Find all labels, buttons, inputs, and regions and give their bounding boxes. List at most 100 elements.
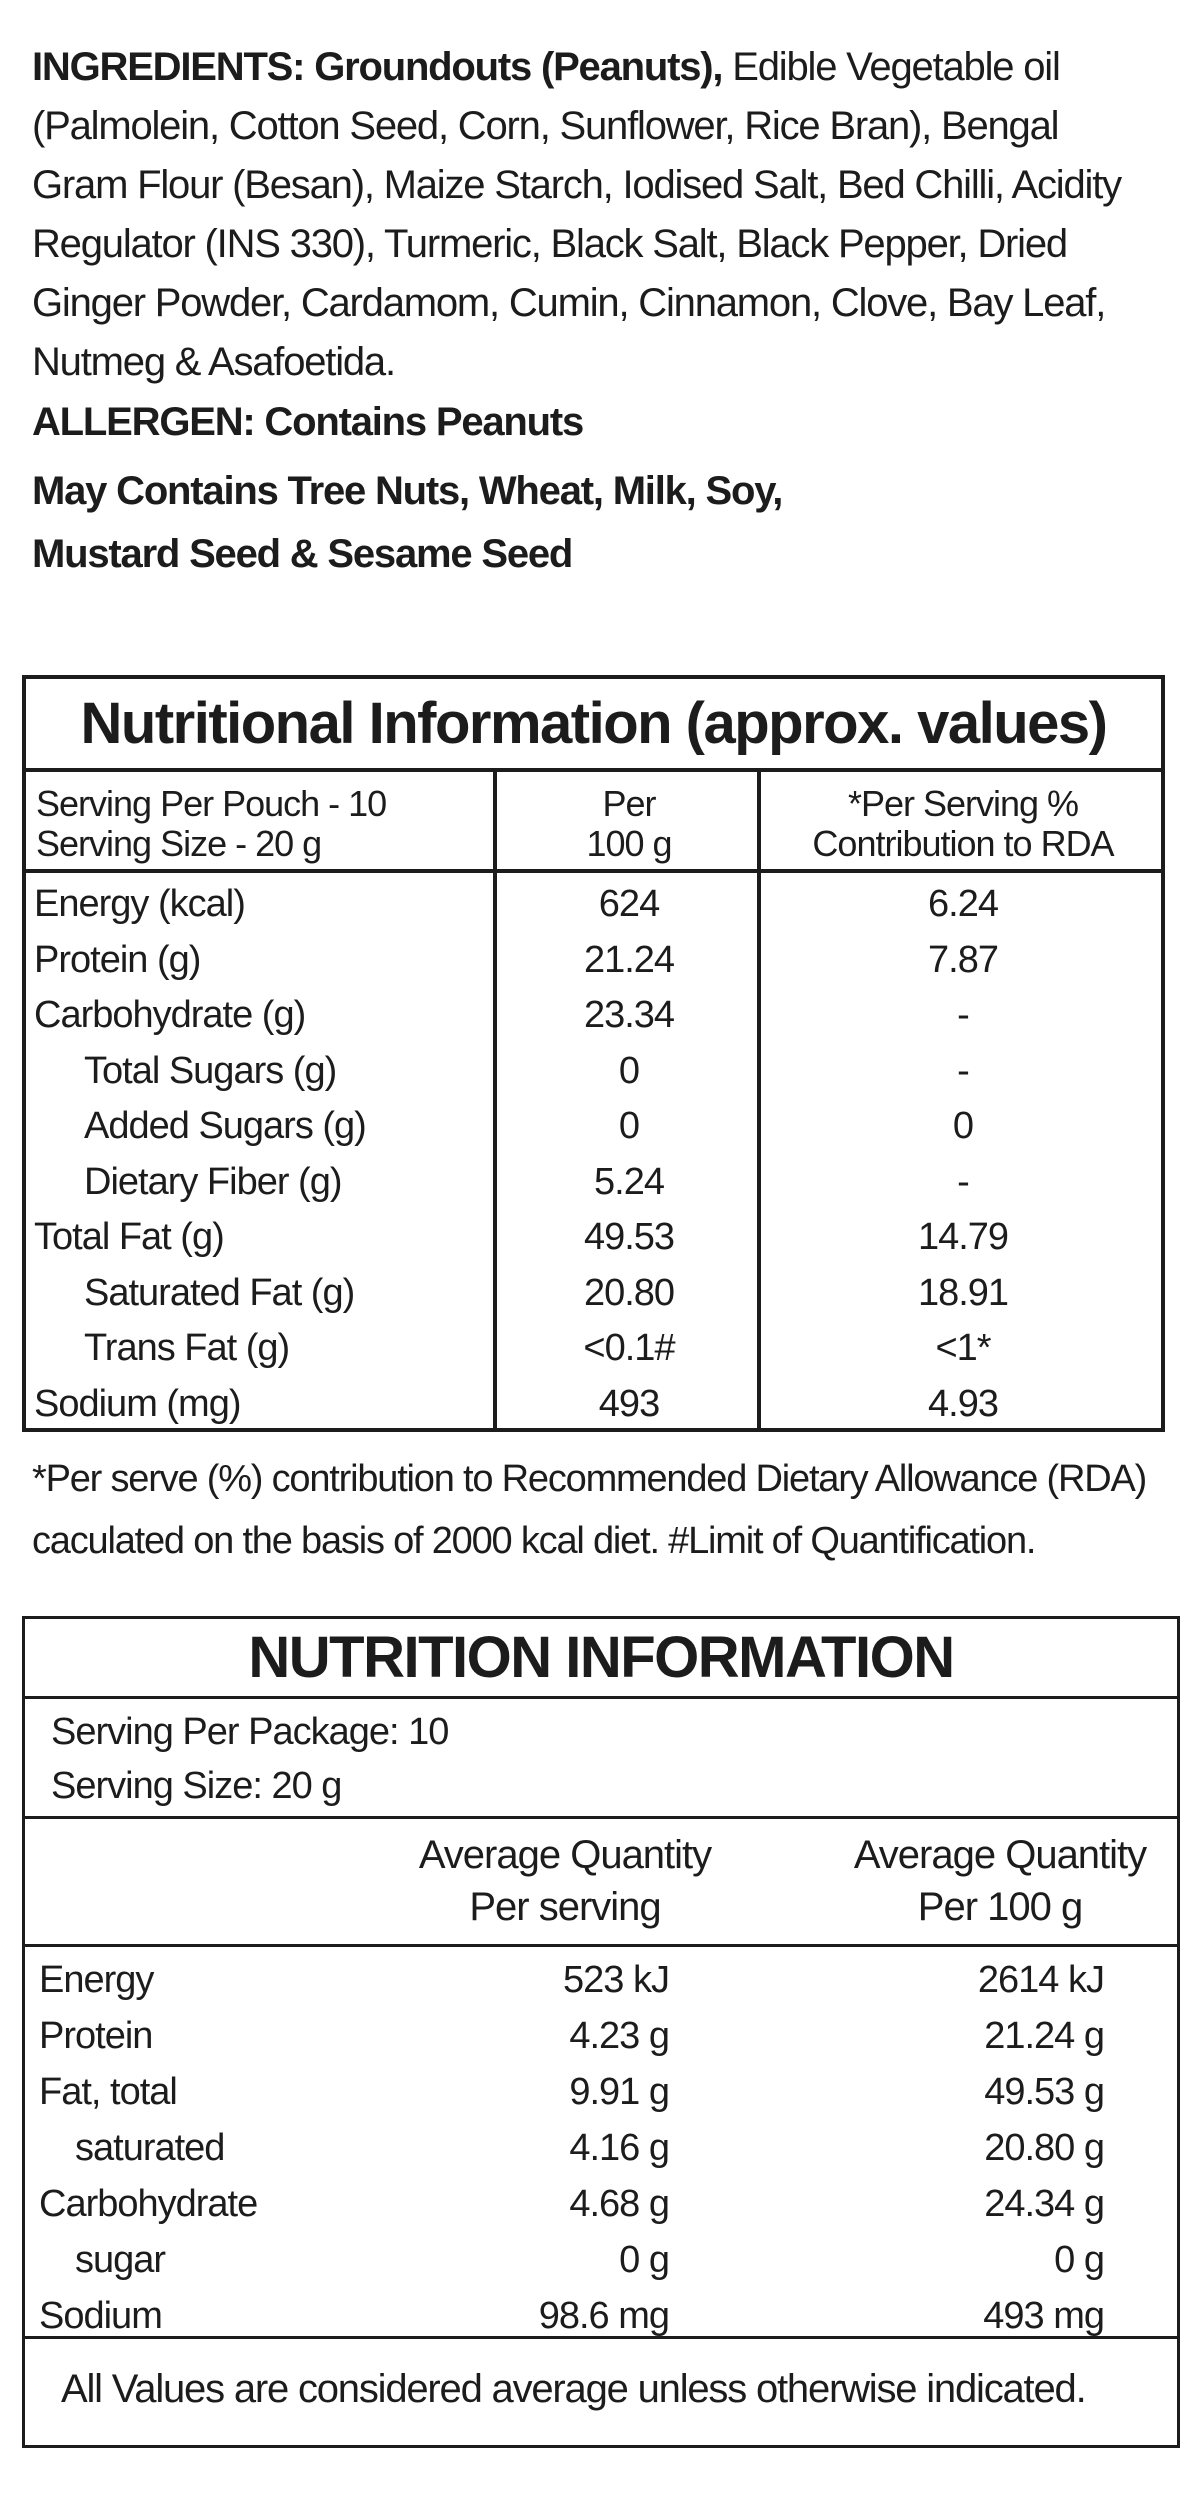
header-cell: Average Quantity Per 100 g [825,1829,1175,1933]
header-line: *Per Serving % [847,783,1079,824]
rda-value: 14.79 [917,1216,1009,1258]
nutrient-name: Energy [39,1959,154,2001]
nutrient-name: Fat, total [39,2071,178,2113]
table-row: Fat, total 9.91 g 49.53 g [25,2064,1177,2120]
per-100g-value: 2614 kJ [977,1959,1105,2001]
rda-value: - [957,1160,970,1203]
ingredients-label: INGREDIENTS: Groundouts (Peanuts), [32,45,724,89]
per-100g-value: 5.24 [594,1160,665,1203]
table-row: Protein 4.23 g 21.24 g [25,2008,1177,2064]
per-serving-value: 0 g [619,2239,670,2281]
per-serving-value: 9.91 g [569,2071,670,2113]
table-header: Average Quantity Per serving Average Quan… [25,1819,1177,1947]
rda-value: 0 [952,1105,974,1147]
table-footer: All Values are considered average unless… [25,2336,1177,2445]
per-serving-value: 4.68 g [569,2183,670,2225]
header-line: 100 g [586,823,672,864]
ingredients-text: Edible Vegetable oil (Palmolein, Cotton … [32,45,1122,384]
nutrient-name: sugar [75,2239,166,2281]
header-line: Serving Size - 20 g [36,823,322,864]
may-contain: Mustard Seed & Sesame Seed [32,532,573,576]
per-100g-value: 0 g [1054,2239,1105,2281]
nutrient-name: Saturated Fat (g) [84,1271,355,1314]
per-100g-value: 493 mg [983,2295,1105,2337]
footnote: *Per serve (%) contribution to Recommend… [32,1458,1147,1562]
table-row: Added Sugars (g) 0 0 [26,1098,1161,1154]
allergen: ALLERGEN: Contains Peanuts [32,400,584,444]
per-100g-value: 0 [618,1105,640,1147]
nutrient-name: Dietary Fiber (g) [84,1160,342,1203]
nutrient-name: Energy (kcal) [34,883,246,925]
column-rule [493,772,497,1428]
header-cell: Per 100 g [497,784,761,864]
header-line: Serving Per Pouch - 10 [36,783,387,824]
table-row: Trans Fat (g) <0.1# <1* [26,1320,1161,1376]
rda-value: 4.93 [928,1382,999,1425]
per-100g-value: <0.1# [583,1327,675,1369]
per-100g-value: 21.24 g [984,2015,1105,2057]
per-100g-value: 49.53 [583,1216,675,1258]
table-row: Protein (g) 21.24 7.87 [26,932,1161,988]
table-row: Energy 523 kJ 2614 kJ [25,1952,1177,2008]
per-serving-value: 98.6 mg [538,2295,670,2337]
nutrient-name: Carbohydrate (g) [34,994,306,1036]
header-cell: Average Quantity Per serving [395,1829,735,1933]
nutrient-name: Protein (g) [34,938,201,981]
header-line: Average Quantity [418,1833,712,1877]
per-100g-value: 23.34 [583,994,675,1036]
table-row: saturated 4.16 g 20.80 g [25,2120,1177,2176]
ingredients: INGREDIENTS: Groundouts (Peanuts), Edibl… [32,38,1162,392]
per-100g-value: 21.24 [583,938,675,981]
header-line: Contribution to RDA [812,823,1114,864]
nutrient-name: Total Fat (g) [34,1216,225,1258]
column-rule [757,772,761,1428]
rda-value: 18.91 [917,1271,1009,1314]
table-row: Carbohydrate (g) 23.34 - [26,987,1161,1043]
nutrient-name: Total Sugars (g) [84,1049,337,1092]
header-line: Average Quantity [853,1833,1147,1877]
rda-value: 7.87 [928,938,999,981]
per-serving-value: 4.16 g [569,2127,670,2169]
nutrient-name: saturated [75,2127,225,2169]
per-serving-value: 4.23 g [569,2015,670,2057]
may-contain: May Contains Tree Nuts, Wheat, Milk, Soy… [32,469,783,513]
rda-value: - [957,1049,970,1092]
nutrient-name: Sodium (mg) [34,1382,241,1425]
serving-info: Serving Per Package: 10 Serving Size: 20… [25,1699,1177,1819]
serving-line: Serving Size: 20 g [51,1765,342,1807]
rda-value: - [957,994,970,1036]
header-line: Per serving [469,1885,661,1929]
serving-line: Serving Per Package: 10 [51,1711,449,1753]
nutrition-table-1: Nutritional Information (approx. values)… [22,675,1165,1432]
rda-value: <1* [935,1327,991,1369]
table-title: NUTRITION INFORMATION [25,1619,1177,1699]
per-100g-value: 49.53 g [984,2071,1105,2113]
per-100g-value: 624 [598,883,660,925]
table-row: Total Sugars (g) 0 - [26,1043,1161,1099]
per-100g-value: 0 [618,1049,640,1092]
nutrition-table-2: NUTRITION INFORMATION Serving Per Packag… [22,1616,1180,2448]
table-row: Carbohydrate 4.68 g 24.34 g [25,2176,1177,2232]
header-cell: Serving Per Pouch - 10 Serving Size - 20 … [36,783,387,864]
table-header: Serving Per Pouch - 10 Serving Size - 20 … [26,772,1161,873]
table-row: Dietary Fiber (g) 5.24 - [26,1154,1161,1210]
table-title: Nutritional Information (approx. values) [26,679,1161,772]
header-cell: *Per Serving % Contribution to RDA [761,784,1165,864]
header-line: Per [602,783,656,824]
nutrient-name: Carbohydrate [39,2183,258,2225]
per-100g-value: 24.34 g [984,2183,1105,2225]
nutrient-name: Protein [39,2015,153,2057]
table-row: Sodium (mg) 493 4.93 [26,1376,1161,1432]
per-serving-value: 523 kJ [563,1959,670,2001]
header-line: Per 100 g [917,1885,1083,1929]
table-row: sugar 0 g 0 g [25,2232,1177,2288]
table-row: Saturated Fat (g) 20.80 18.91 [26,1265,1161,1321]
per-100g-value: 493 [598,1382,660,1425]
table-row: Energy (kcal) 624 6.24 [26,876,1161,932]
per-100g-value: 20.80 g [984,2127,1105,2169]
rda-value: 6.24 [928,883,999,925]
per-100g-value: 20.80 [583,1271,675,1314]
table-row: Sodium 98.6 mg 493 mg [25,2288,1177,2344]
nutrient-name: Sodium [39,2295,163,2337]
